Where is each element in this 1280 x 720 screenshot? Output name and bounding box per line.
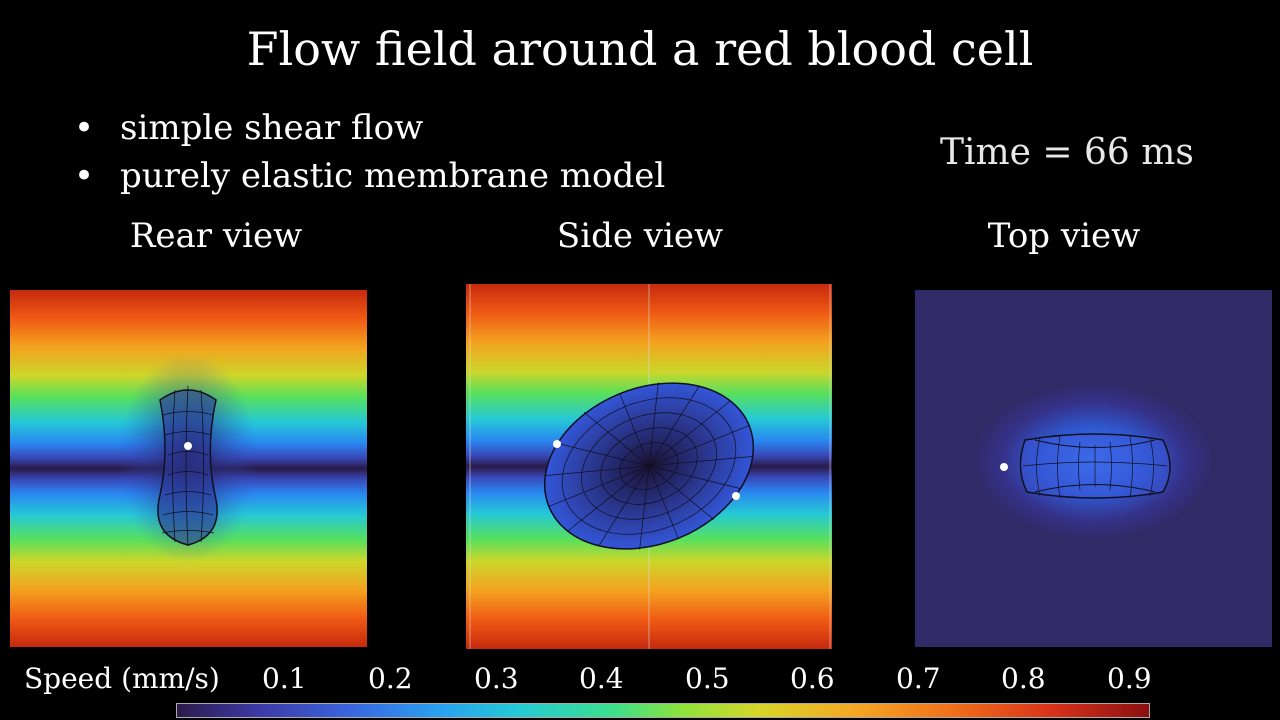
rear-view-cell [118, 353, 258, 563]
speed-colorbar [176, 703, 1150, 718]
top-view-label: Top view [987, 216, 1141, 256]
top-view-panel [915, 290, 1272, 647]
bullet-item: simple shear flow [74, 104, 665, 152]
side-view-label: Side view [556, 216, 724, 256]
bullet-list: simple shear flow purely elastic membran… [74, 104, 665, 200]
colorbar-tick: 0.7 [896, 662, 941, 695]
bullet-item: purely elastic membrane model [74, 152, 665, 200]
colorbar-tick: 0.9 [1107, 662, 1152, 695]
colorbar-tick: 0.8 [1001, 662, 1046, 695]
rear-view-label: Rear view [129, 216, 303, 256]
time-readout: Time = 66 ms [940, 132, 1194, 173]
top-view-cell [1000, 433, 1171, 499]
colorbar-tick: 0.6 [790, 662, 835, 695]
colorbar-tick: 0.4 [579, 662, 624, 695]
colorbar-tick: 0.5 [685, 662, 730, 695]
rear-view-panel [10, 290, 367, 647]
side-view-panel [466, 284, 832, 649]
colorbar-title: Speed (mm/s) [24, 662, 220, 695]
page-title: Flow field around a red blood cell [246, 22, 1034, 76]
colorbar-tick: 0.1 [262, 662, 307, 695]
colorbar-tick: 0.2 [368, 662, 413, 695]
side-view-cell [469, 284, 831, 649]
colorbar-tick: 0.3 [474, 662, 519, 695]
